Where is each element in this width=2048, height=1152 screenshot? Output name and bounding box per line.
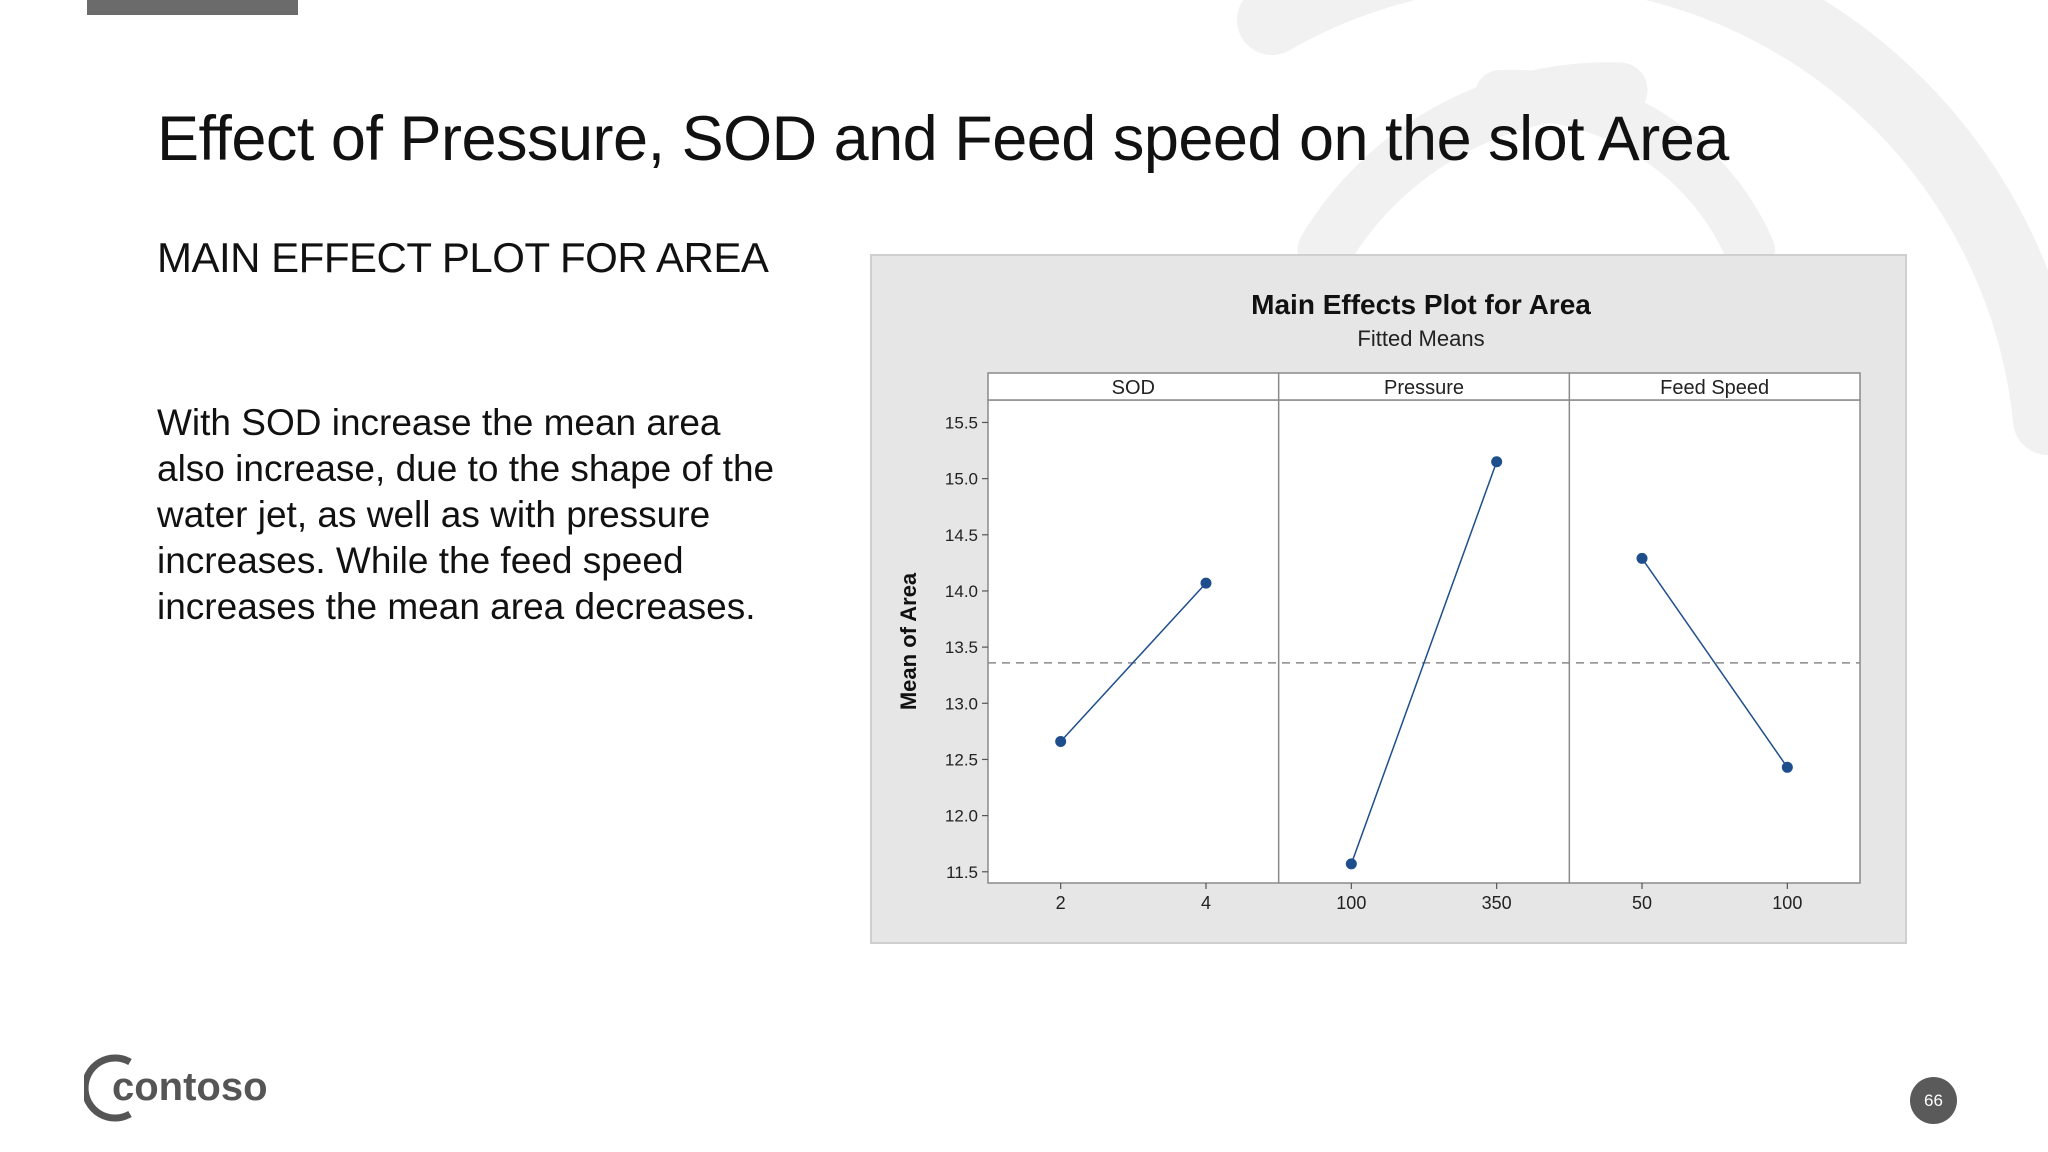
panel-label: Feed Speed <box>1660 377 1769 399</box>
top-accent-bar <box>87 0 298 15</box>
y-axis-label: Mean of Area <box>896 572 921 710</box>
data-point <box>1781 761 1793 773</box>
x-tick-label: 50 <box>1632 893 1652 913</box>
panel-strip <box>987 372 1861 401</box>
y-tick-label: 15.5 <box>945 413 978 432</box>
x-tick-label: 350 <box>1482 893 1512 913</box>
y-tick-label: 13.0 <box>945 694 978 713</box>
series-line <box>1641 557 1788 768</box>
data-point <box>1055 735 1067 747</box>
y-tick-label: 12.0 <box>945 807 978 826</box>
chart-title: Main Effects Plot for Area <box>1251 289 1591 320</box>
data-point <box>1345 858 1357 870</box>
chart-subtitle: Fitted Means <box>1357 326 1484 351</box>
x-tick-label: 100 <box>1336 893 1366 913</box>
panel-label: Pressure <box>1384 377 1464 399</box>
section-subtitle: MAIN EFFECT PLOT FOR AREA <box>157 234 769 281</box>
x-tick-label: 4 <box>1201 893 1211 913</box>
slide-title: Effect of Pressure, SOD and Feed speed o… <box>157 104 1729 174</box>
main-effects-chart: Main Effects Plot for Area Fitted Means 11… <box>870 254 1907 944</box>
data-point <box>1200 577 1212 589</box>
plot-area <box>987 399 1861 884</box>
logo-text: contoso <box>112 1065 268 1109</box>
y-tick-label: 11.5 <box>946 863 978 882</box>
body-paragraph: With SOD increase the mean area also inc… <box>157 402 775 627</box>
y-tick-label: 14.5 <box>945 526 978 545</box>
y-tick-label: 14.0 <box>945 582 978 601</box>
y-tick-label: 15.0 <box>945 470 978 489</box>
page-number-badge: 66 <box>1910 1077 1957 1124</box>
x-tick-label: 100 <box>1772 893 1802 913</box>
x-tick-label: 2 <box>1056 893 1066 913</box>
y-tick-label: 12.5 <box>945 750 978 769</box>
series-line <box>1060 582 1207 742</box>
y-tick-label: 13.5 <box>945 638 978 657</box>
data-point <box>1491 456 1503 468</box>
series-line <box>1350 461 1498 865</box>
contoso-logo: contoso <box>84 1054 268 1122</box>
data-point <box>1636 552 1648 564</box>
chart-svg: Main Effects Plot for Area Fitted Means 11… <box>896 289 1861 913</box>
panel-label: SOD <box>1112 377 1155 399</box>
